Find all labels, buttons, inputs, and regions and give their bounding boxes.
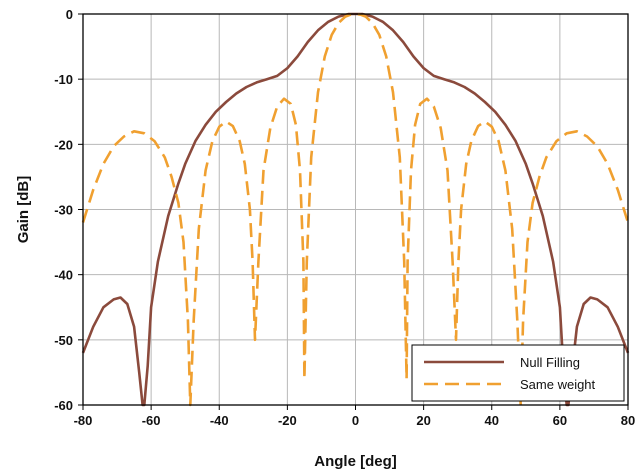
y-tick-label: -10 [54, 72, 73, 87]
y-tick-label: -20 [54, 137, 73, 152]
x-tick-labels: -80 -60 -40 -20 0 20 40 60 80 [74, 405, 635, 428]
legend-label-null-filling: Null Filling [520, 355, 580, 370]
x-tick-label: -80 [74, 413, 93, 428]
x-tick-label: 20 [416, 413, 430, 428]
x-tick-label: -40 [210, 413, 229, 428]
y-tick-labels: 0 -10 -20 -30 -40 -50 -60 [54, 7, 83, 413]
x-tick-label: 0 [352, 413, 359, 428]
legend-label-same-weight: Same weight [520, 377, 596, 392]
y-tick-label: -40 [54, 268, 73, 283]
x-axis-title: Angle [deg] [314, 453, 397, 470]
x-tick-label: 80 [621, 413, 635, 428]
x-tick-label: -60 [142, 413, 161, 428]
y-tick-label: -30 [54, 203, 73, 218]
x-tick-label: -20 [278, 413, 297, 428]
y-tick-label: 0 [66, 7, 73, 22]
legend: Null Filling Same weight [411, 344, 625, 402]
x-tick-label: 60 [553, 413, 567, 428]
x-tick-label: 40 [485, 413, 499, 428]
grid-lines [82, 13, 629, 406]
series-line-same-weight [81, 12, 630, 407]
legend-box [411, 344, 625, 402]
y-tick-label: -50 [54, 333, 73, 348]
y-axis-title: Gain [dB] [15, 176, 32, 244]
y-tick-label: -60 [54, 398, 73, 413]
